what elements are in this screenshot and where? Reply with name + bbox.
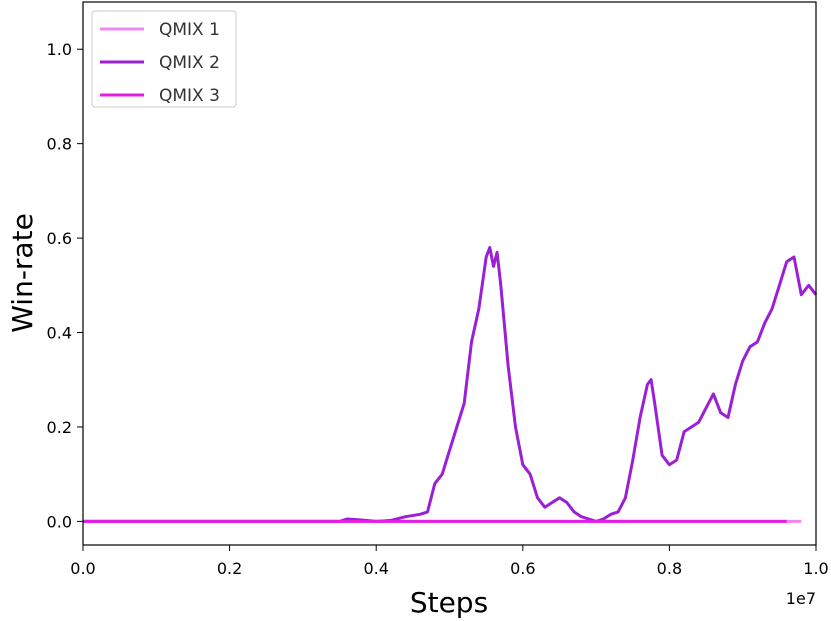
y-axis-title: Win-rate: [6, 213, 39, 333]
x-tick-label: 0.4: [363, 559, 388, 578]
x-offset-label: 1e7: [786, 589, 816, 608]
x-tick-label: 0.2: [217, 559, 242, 578]
y-tick-label: 1.0: [47, 40, 72, 59]
y-tick-label: 0.2: [47, 418, 72, 437]
legend-label-3: QMIX 3: [159, 86, 220, 106]
x-tick-label: 0.0: [70, 559, 95, 578]
series-layer: [83, 246, 818, 523]
y-tick-label: 0.8: [47, 135, 72, 154]
legend-label-2: QMIX 2: [159, 53, 220, 73]
y-tick-label: 0.4: [47, 324, 72, 343]
x-axis: 0.0 0.2 0.4 0.6 0.8 1.0: [70, 545, 829, 578]
legend: QMIX 1 QMIX 2 QMIX 3: [91, 10, 237, 108]
series-line-2: [83, 246, 818, 523]
legend-box: [91, 10, 237, 108]
x-tick-label: 0.6: [510, 559, 535, 578]
y-tick-label: 0.0: [47, 512, 72, 531]
x-tick-label: 0.8: [657, 559, 682, 578]
y-tick-label: 0.6: [47, 229, 72, 248]
y-axis: 0.0 0.2 0.4 0.6 0.8 1.0: [47, 40, 83, 531]
plot-frame: [82, 1, 817, 546]
legend-label-1: QMIX 1: [159, 20, 220, 40]
x-axis-title: Steps: [410, 586, 488, 619]
x-tick-label: 1.0: [803, 559, 828, 578]
